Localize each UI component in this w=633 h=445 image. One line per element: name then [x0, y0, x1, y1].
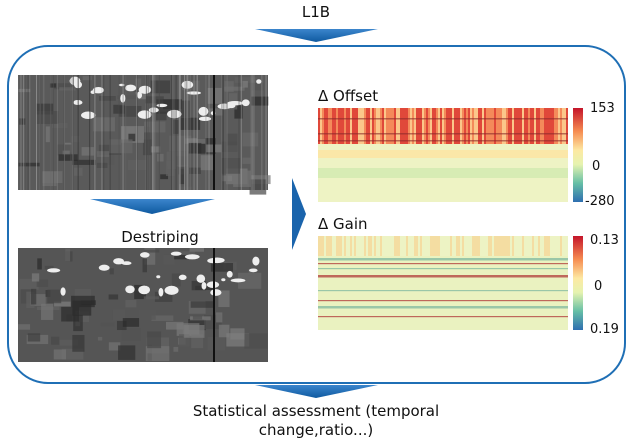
footer-text: Statistical assessment (temporal — [193, 402, 439, 420]
gain-heatmap — [318, 236, 568, 330]
arrow-right — [292, 178, 306, 250]
colorbar-label: 0.13 — [590, 233, 619, 248]
arrow-down — [90, 199, 215, 214]
colorbar — [573, 236, 583, 330]
colorbar-label: 0 — [592, 159, 600, 174]
colorbar-label: 0 — [594, 279, 602, 294]
colorbar-label: -280 — [585, 194, 615, 209]
footer-text: change,ratio...) — [259, 421, 373, 439]
offset-heatmap — [318, 108, 568, 202]
arrow-down — [255, 385, 378, 398]
panel-title: Δ Gain — [318, 215, 368, 233]
raw-image — [18, 75, 271, 195]
destriped-image — [18, 248, 268, 362]
colorbar — [573, 108, 583, 202]
input-label: L1B — [302, 3, 330, 21]
colorbar-label: 0.19 — [590, 322, 619, 337]
arrow-down — [255, 29, 378, 42]
diagram: L1B Destriping Δ Offset 153 0 -280 Δ Gai… — [0, 0, 633, 441]
colorbar-label: 153 — [590, 101, 615, 116]
step-label: Destriping — [121, 228, 199, 246]
panel-title: Δ Offset — [318, 87, 378, 105]
